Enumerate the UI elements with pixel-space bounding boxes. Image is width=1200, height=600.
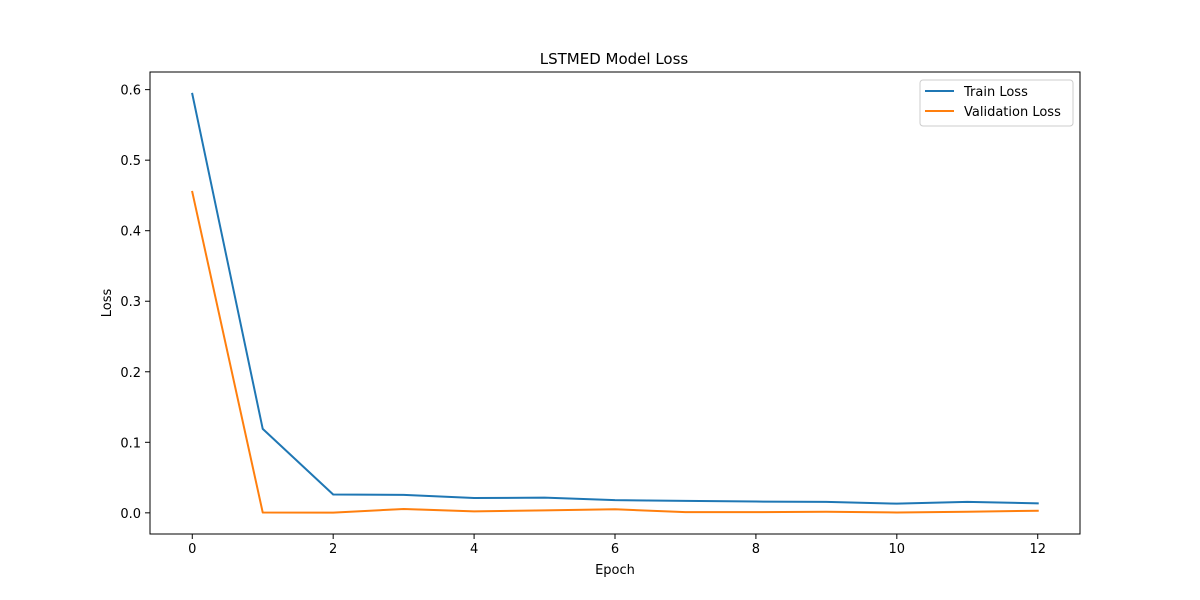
y-tick-label: 0.6 xyxy=(120,84,141,99)
x-tick-label: 4 xyxy=(470,542,478,557)
series-line-validation-loss xyxy=(191,190,1039,514)
y-tick-label: 0.3 xyxy=(120,295,141,310)
legend-label-validation-loss: Validation Loss xyxy=(964,105,1061,120)
y-tick-label: 0.1 xyxy=(120,436,141,451)
y-axis-label: Loss xyxy=(100,289,115,318)
x-tick-label: 12 xyxy=(1029,542,1046,557)
y-tick-label: 0.0 xyxy=(120,507,141,522)
x-tick-label: 0 xyxy=(188,542,196,557)
x-tick-label: 2 xyxy=(329,542,337,557)
series-layer xyxy=(191,92,1039,514)
x-axis-label: Epoch xyxy=(595,563,635,578)
y-tick-label: 0.5 xyxy=(120,154,141,169)
x-tick-label: 10 xyxy=(889,542,906,557)
y-tick-label: 0.2 xyxy=(120,366,141,381)
legend-box xyxy=(919,79,1074,127)
x-tick-label: 8 xyxy=(752,542,760,557)
legend: Train Loss Validation Loss xyxy=(919,79,1074,127)
chart-title: LSTMED Model Loss xyxy=(540,50,689,68)
y-axis: 0.0 0.1 0.2 0.3 0.4 0.5 0.6 xyxy=(120,84,150,522)
x-axis: 0 2 4 6 8 10 12 xyxy=(188,534,1046,557)
legend-label-train-loss: Train Loss xyxy=(963,85,1028,100)
series-line-train-loss xyxy=(191,92,1039,505)
y-tick-label: 0.4 xyxy=(120,225,141,240)
x-tick-label: 6 xyxy=(611,542,619,557)
